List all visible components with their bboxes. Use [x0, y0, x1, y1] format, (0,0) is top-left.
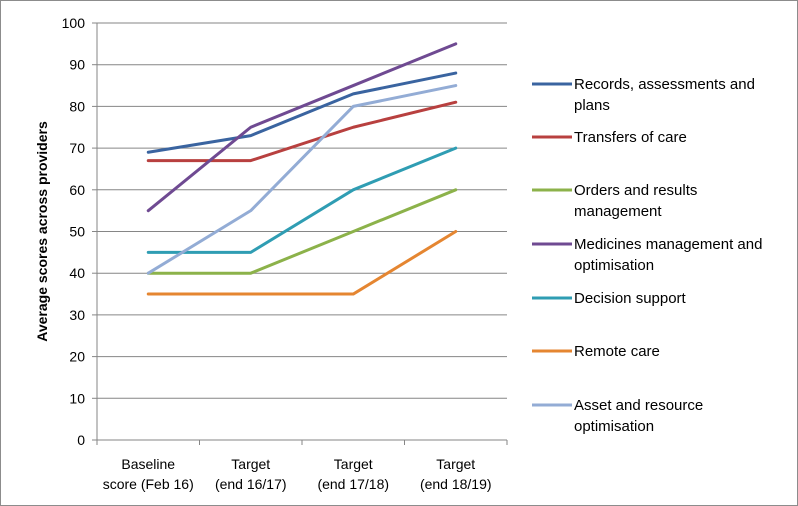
legend-item: Records, assessments and plans: [532, 76, 755, 114]
y-tick-label: 50: [69, 224, 85, 240]
series-line: [146, 84, 458, 275]
y-tick-labels: 0 10 20 30 40 50 60 70 80 90 100: [62, 15, 86, 448]
x-tick-labels: Baseline score (Feb 16) Target (end 16/17) T…: [103, 456, 492, 492]
legend-item: Transfers of care: [532, 129, 687, 146]
legend-item: Decision support: [532, 290, 687, 307]
legend-item: Asset and resource optimisation: [532, 397, 703, 435]
gridlines: [92, 22, 507, 441]
series-lines: [146, 42, 458, 296]
series-line: [146, 230, 458, 296]
y-tick-label: 80: [69, 98, 85, 114]
series-line: [146, 42, 458, 213]
legend-item: Medicines management and optimisation: [532, 236, 762, 274]
y-tick-label: 100: [62, 15, 86, 31]
y-tick-label: 40: [69, 265, 85, 281]
legend-item: Remote care: [532, 343, 660, 360]
legend: Records, assessments and plans Transfers o…: [532, 76, 762, 435]
legend-label: Remote care: [574, 343, 660, 360]
y-tick-label: 10: [69, 390, 85, 406]
y-tick-label: 70: [69, 140, 85, 156]
legend-label: Records, assessments and plans: [574, 76, 755, 114]
legend-label: Transfers of care: [574, 129, 687, 146]
series-line: [146, 146, 458, 254]
y-tick-label: 60: [69, 182, 85, 198]
legend-item: Orders and results management: [532, 182, 697, 220]
series-line: [146, 71, 458, 154]
legend-label: Orders and results management: [574, 182, 697, 220]
y-tick-label: 0: [77, 432, 85, 448]
x-tick-label: Target (end 17/18): [317, 456, 389, 492]
y-tick-label: 20: [69, 349, 85, 365]
x-tick-label: Baseline score (Feb 16): [103, 456, 194, 492]
legend-label: Asset and resource optimisation: [574, 397, 703, 435]
series-line: [146, 100, 458, 163]
series-line: [146, 188, 458, 275]
x-tick-label: Target (end 18/19): [420, 456, 492, 492]
legend-label: Medicines management and optimisation: [574, 236, 762, 274]
y-axis-title: Average scores across providers: [34, 121, 50, 342]
axes: [96, 23, 508, 445]
x-tick-label: Target (end 16/17): [215, 456, 287, 492]
legend-label: Decision support: [574, 290, 687, 307]
y-tick-label: 90: [69, 57, 85, 73]
y-tick-label: 30: [69, 307, 85, 323]
